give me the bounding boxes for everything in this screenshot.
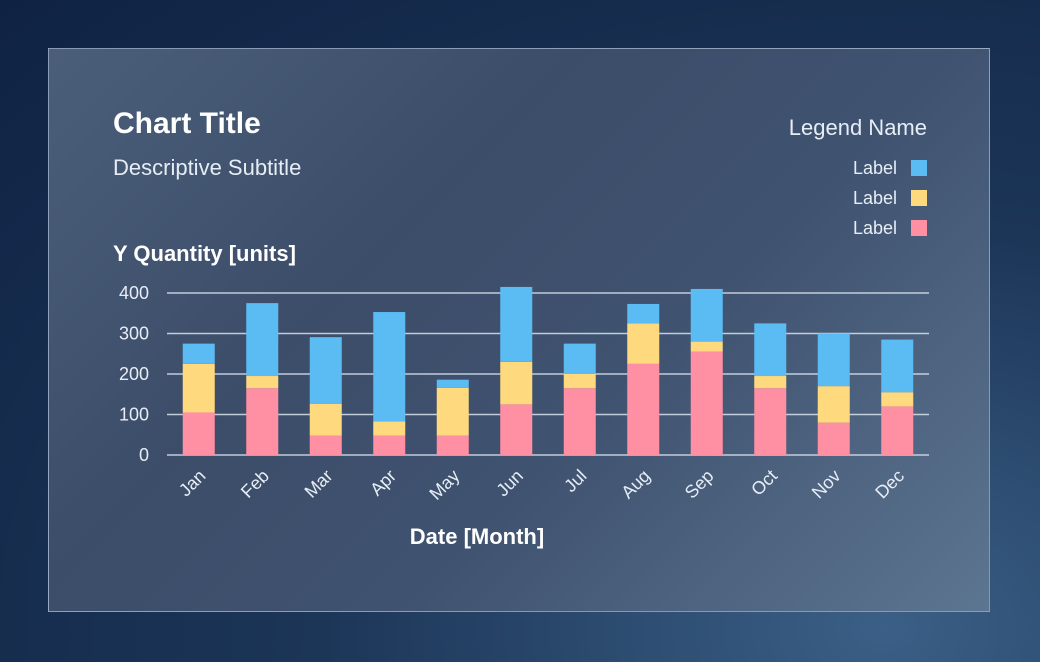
x-tick-label: Mar xyxy=(301,466,337,502)
bar-may-series-3 xyxy=(436,379,469,388)
bar-may-series-1 xyxy=(436,435,469,455)
bar-aug-series-3 xyxy=(627,303,660,324)
bar-jul-series-3 xyxy=(563,343,596,374)
y-axis-label: Y Quantity [units] xyxy=(113,241,296,266)
bar-mar-series-2 xyxy=(309,403,342,436)
grid-lines xyxy=(167,292,929,456)
x-tick-label: Aug xyxy=(617,466,654,503)
legend-swatch xyxy=(911,220,927,236)
x-tick-label: Oct xyxy=(747,466,781,500)
legend-title: Legend Name xyxy=(788,115,927,140)
bar-jul-series-2 xyxy=(563,374,596,389)
bar-jun-series-1 xyxy=(500,404,533,455)
x-tick-label: Jan xyxy=(175,466,210,501)
bar-nov-series-1 xyxy=(817,422,850,455)
bar-dec-series-2 xyxy=(881,392,914,407)
legend-label: Label xyxy=(852,187,897,208)
bar-mar-series-3 xyxy=(309,337,342,404)
y-tick-label: 100 xyxy=(119,405,149,425)
bar-nov-series-2 xyxy=(817,386,850,423)
bar-sep-series-3 xyxy=(690,288,723,342)
y-tick-label: 200 xyxy=(119,364,149,384)
x-tick-label: Sep xyxy=(681,466,718,503)
x-tick-label: Dec xyxy=(871,466,908,503)
legend: Label Label Label xyxy=(777,153,927,243)
bar-feb-series-2 xyxy=(246,376,279,389)
bar-sep-series-1 xyxy=(690,351,723,455)
bar-oct-series-3 xyxy=(754,323,787,377)
bar-aug-series-2 xyxy=(627,323,660,364)
x-axis-label: Date [Month] xyxy=(410,524,544,549)
bar-chart: Y Quantity [units] 0 100 200 300 400 Jan Feb M… xyxy=(113,241,929,549)
bar-jan-series-1 xyxy=(182,412,215,455)
legend-swatch xyxy=(911,190,927,206)
legend-item: Label xyxy=(777,183,927,213)
chart-title: Chart Title xyxy=(113,107,261,140)
y-tick-label: 0 xyxy=(139,445,149,465)
x-tick-label: May xyxy=(425,466,463,504)
y-tick-label: 400 xyxy=(119,283,149,303)
legend-item: Label xyxy=(777,213,927,243)
legend-swatch xyxy=(911,160,927,176)
bar-apr-series-1 xyxy=(373,435,406,455)
bar-jun-series-2 xyxy=(500,361,533,405)
bar-feb-series-3 xyxy=(246,303,279,377)
bar-dec-series-3 xyxy=(881,339,914,393)
bar-jan-series-3 xyxy=(182,343,215,364)
bar-feb-series-1 xyxy=(246,388,279,455)
x-tick-label: Nov xyxy=(808,466,845,503)
bar-mar-series-1 xyxy=(309,435,342,455)
bar-sep-series-2 xyxy=(690,341,723,352)
x-tick-label: Jul xyxy=(560,466,590,496)
legend-label: Label xyxy=(852,217,897,238)
legend-label: Label xyxy=(852,157,897,178)
x-tick-label: Apr xyxy=(366,466,400,500)
bar-jan-series-2 xyxy=(182,363,215,413)
x-ticks: Jan Feb Mar Apr May Jun Jul Aug Sep Oct Nov Dec xyxy=(175,466,908,504)
bars xyxy=(182,286,914,455)
bar-may-series-2 xyxy=(436,387,469,436)
bar-oct-series-1 xyxy=(754,388,787,455)
y-ticks: 0 100 200 300 400 xyxy=(119,283,149,465)
bar-dec-series-1 xyxy=(881,406,914,455)
bar-apr-series-2 xyxy=(373,421,406,436)
legend-item: Label xyxy=(777,153,927,183)
x-tick-label: Feb xyxy=(237,466,273,502)
y-tick-label: 300 xyxy=(119,324,149,344)
bar-nov-series-3 xyxy=(817,333,850,387)
bar-jul-series-1 xyxy=(563,388,596,455)
bar-apr-series-3 xyxy=(373,312,406,422)
x-tick-label: Jun xyxy=(492,466,527,501)
bar-jun-series-3 xyxy=(500,286,533,362)
chart-subtitle: Descriptive Subtitle xyxy=(113,155,302,180)
chart-card: Chart Title Descriptive Subtitle Legend … xyxy=(48,48,990,612)
bar-oct-series-2 xyxy=(754,376,787,389)
bar-aug-series-1 xyxy=(627,363,660,455)
